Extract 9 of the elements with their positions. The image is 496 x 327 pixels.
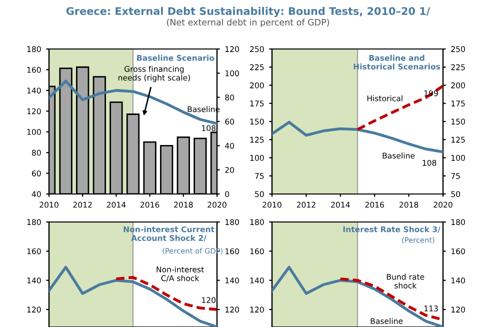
bar bbox=[160, 144, 174, 194]
line-series bbox=[114, 276, 217, 311]
line-series bbox=[356, 84, 443, 131]
bar bbox=[194, 138, 207, 194]
text: Greece: External Debt Sustainability: Bound Tests, 2010–20 1/ bbox=[66, 6, 430, 18]
bar bbox=[143, 141, 156, 194]
bar bbox=[176, 136, 190, 194]
line-series bbox=[272, 120, 443, 154]
text: (Net external debt in percent of GDP) bbox=[166, 18, 330, 28]
